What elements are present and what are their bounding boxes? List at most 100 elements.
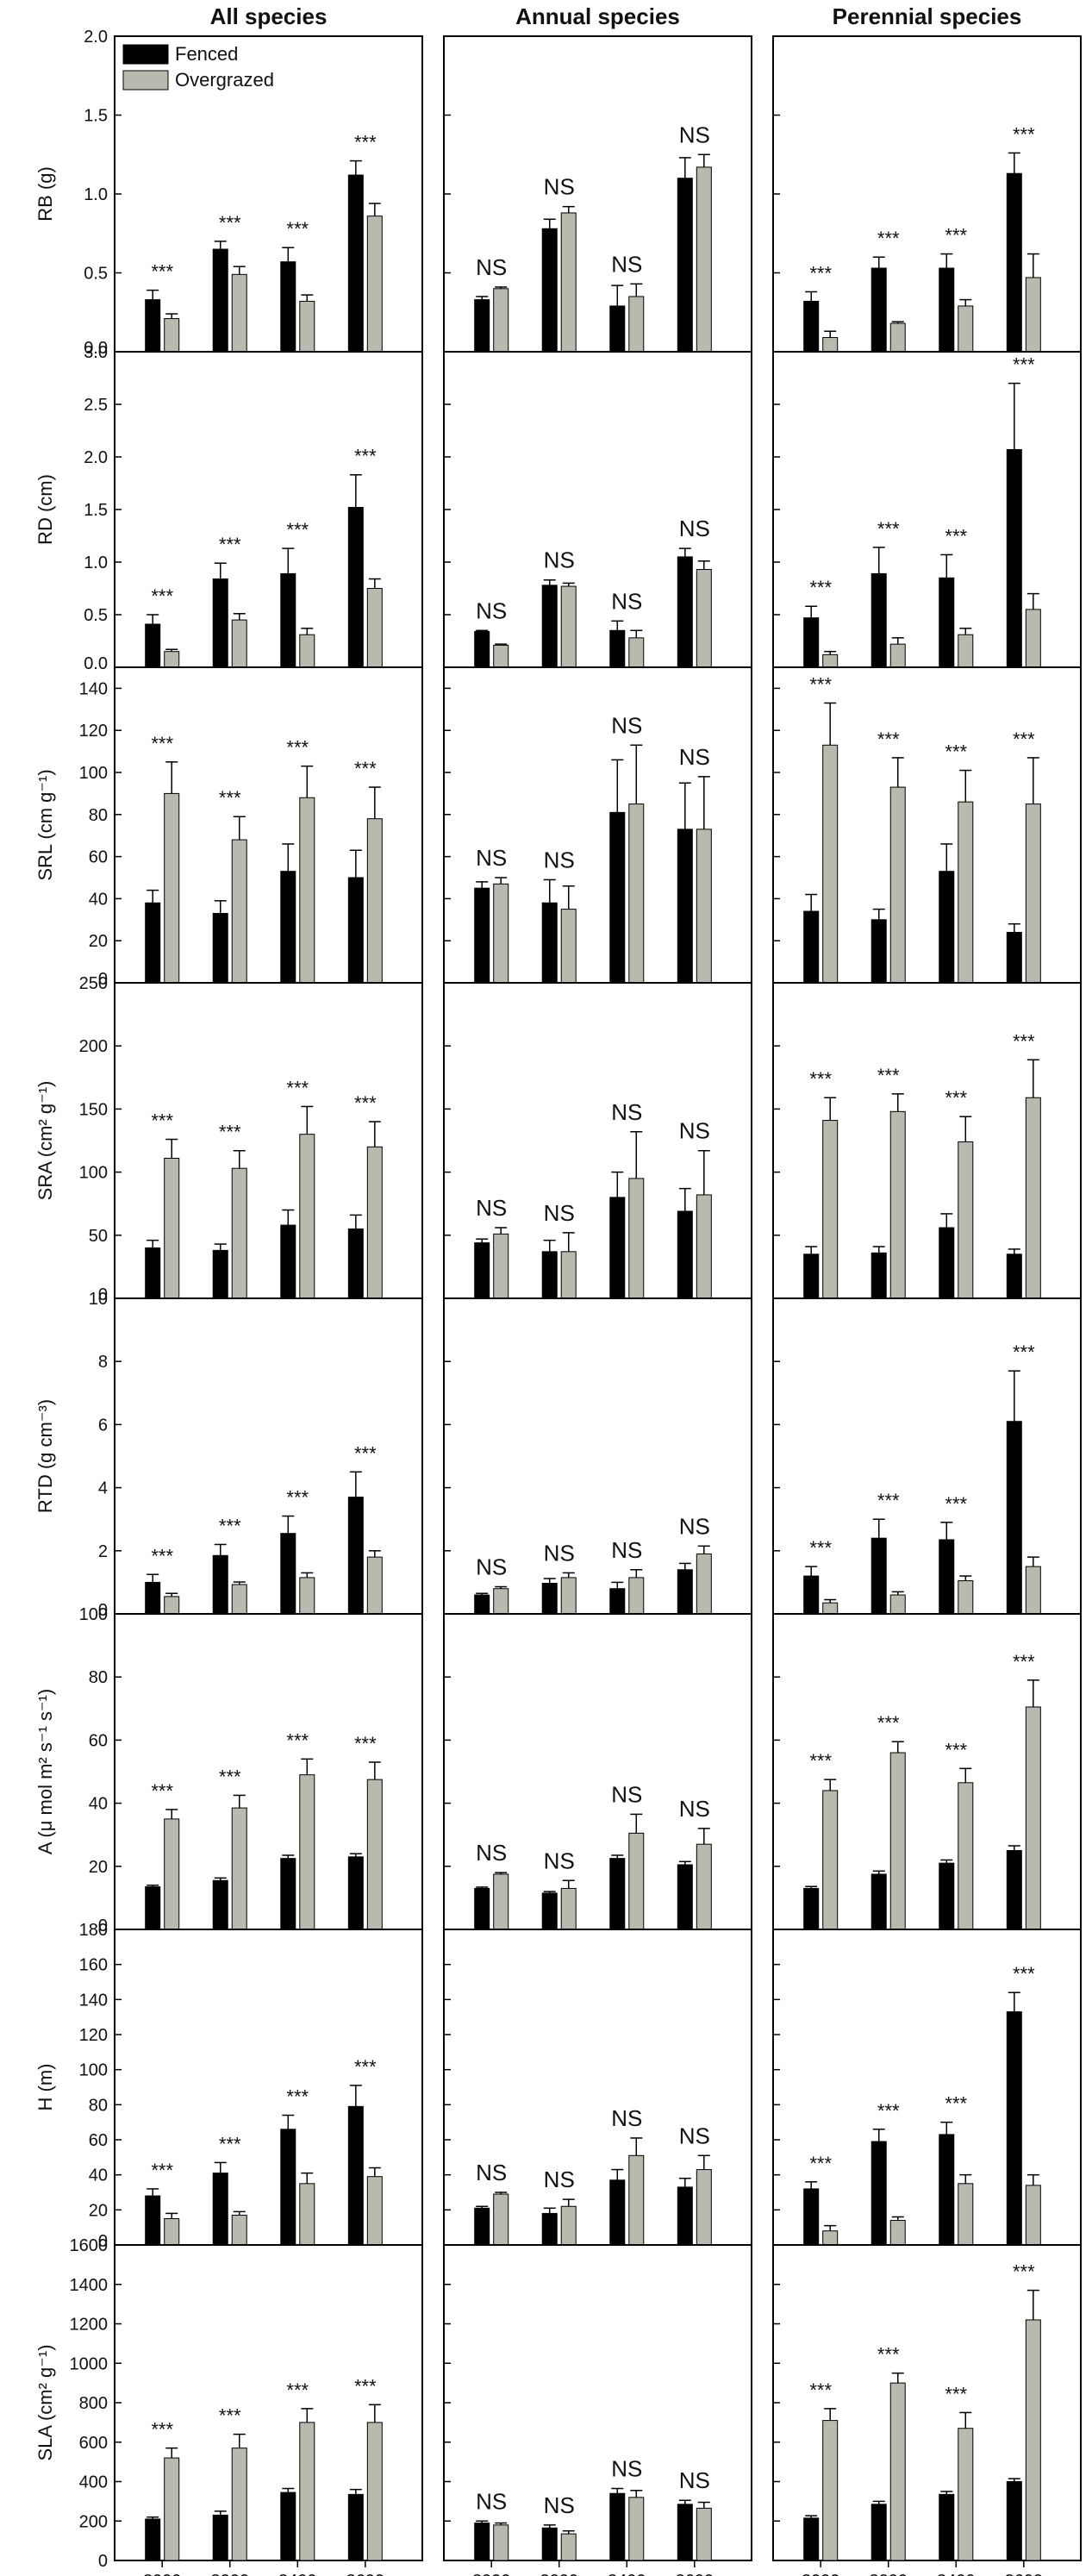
bar-overgrazed [493,883,509,984]
bar-fenced [145,1886,161,1930]
y-tick-label: 6 [98,1416,108,1435]
bar-fenced [677,2186,693,2246]
significance-label: NS [679,1118,710,1144]
y-tick-label: 20 [89,2201,108,2220]
bar-overgrazed [231,1807,247,1930]
bar-overgrazed [366,588,383,668]
bar-overgrazed [366,2176,383,2246]
bar-overgrazed [560,1577,577,1615]
chart-grid: All species Annual species Perennial speci… [34,3,1082,2576]
bar-fenced [280,1533,296,1615]
y-tick-label: 120 [79,722,108,741]
bar-fenced [347,2105,364,2246]
bar-overgrazed [231,839,247,984]
significance-label: *** [354,132,377,153]
bar-overgrazed [299,300,315,353]
significance-label: *** [151,733,173,754]
significance-label: *** [1013,728,1035,750]
significance-label: NS [476,254,507,280]
significance-label: NS [679,2467,710,2493]
bar-overgrazed [889,643,906,668]
x-tick-label: 3200 [210,2572,249,2576]
significance-label: *** [877,1065,900,1086]
bar-overgrazed [231,2214,247,2246]
y-tick-label: 160 [79,1956,108,1975]
bar-fenced [280,2129,296,2246]
bar-fenced [803,2517,820,2561]
y-tick-label: 800 [79,2394,108,2413]
bar-overgrazed [231,1584,247,1615]
bar-overgrazed [164,2457,180,2561]
bar-fenced [212,248,228,353]
significance-label: NS [544,2492,575,2518]
bar-fenced [803,617,820,668]
significance-label: *** [151,261,173,283]
bar-fenced [541,1251,558,1299]
significance-label: NS [611,2456,642,2482]
y-tick-label: 60 [89,2131,108,2150]
bar-fenced [541,2212,558,2246]
bar-fenced [677,2504,693,2561]
column-title-1: Annual species [515,3,680,29]
legend-label-fenced: Fenced [175,43,238,65]
bar-overgrazed [164,2218,180,2246]
bar-overgrazed [696,2169,712,2246]
y-tick-label: 2.0 [84,448,108,467]
bar-fenced [939,1227,955,1299]
column-title-2: Perennial species [833,3,1022,29]
significance-label: *** [354,1442,377,1464]
significance-label: *** [877,2100,900,2122]
panel-5-0: 0 20 40 60 80 100 *** *** *** *** [79,1605,423,1935]
bar-fenced [609,1588,626,1615]
y-tick-label: 20 [89,932,108,951]
significance-label: *** [354,1733,377,1754]
y-tick-label: 1000 [70,2354,109,2373]
significance-label: *** [945,741,967,763]
bar-overgrazed [628,1178,645,1299]
bar-overgrazed [889,2220,906,2246]
bar-fenced [347,1228,364,1299]
bar-fenced [870,2141,887,2246]
bar-overgrazed [628,2497,645,2561]
bar-fenced [145,1247,161,1299]
significance-label: *** [1013,354,1035,376]
significance-label: NS [679,744,710,770]
significance-label: *** [945,525,967,547]
significance-label: *** [945,1493,967,1515]
significance-label: NS [476,845,507,871]
y-tick-label: 200 [79,1037,108,1056]
y-axis-label-1: RD (cm) [34,474,56,545]
y-axis-label-3: SRA (cm² g⁻¹) [34,1081,56,1201]
bar-overgrazed [231,2448,247,2561]
panel-3-0: 0 50 100 150 200 250 *** *** *** *** [79,974,423,1304]
significance-label: *** [877,228,900,249]
bar-fenced [280,871,296,984]
significance-label: *** [945,2093,967,2115]
y-tick-label: 120 [79,2026,108,2045]
legend-swatch-fenced [122,44,169,65]
bar-fenced [939,267,955,353]
bar-overgrazed [366,216,383,353]
bar-overgrazed [560,212,577,353]
bar-overgrazed [958,2428,974,2561]
significance-label: *** [286,2379,309,2401]
bar-fenced [474,631,490,668]
y-tick-label: 100 [79,764,108,783]
bar-overgrazed [1025,2185,1041,2246]
bar-overgrazed [1025,609,1041,668]
bar-overgrazed [696,1553,712,1615]
y-tick-label: 0.5 [84,606,108,625]
bar-overgrazed [958,1141,974,1299]
x-tick-label: 3200 [540,2572,578,2576]
bar-fenced [541,902,558,984]
y-tick-label: 60 [89,848,108,867]
y-axis-label-2: SRL (cm g⁻¹) [34,769,56,880]
bar-fenced [541,228,558,353]
bar-overgrazed [164,1596,180,1615]
bar-overgrazed [560,909,577,984]
significance-label: NS [611,712,642,738]
significance-label: *** [1013,123,1035,145]
x-tick-label: 3600 [676,2572,714,2576]
y-tick-label: 2 [98,1542,108,1561]
significance-label: *** [151,2160,173,2181]
